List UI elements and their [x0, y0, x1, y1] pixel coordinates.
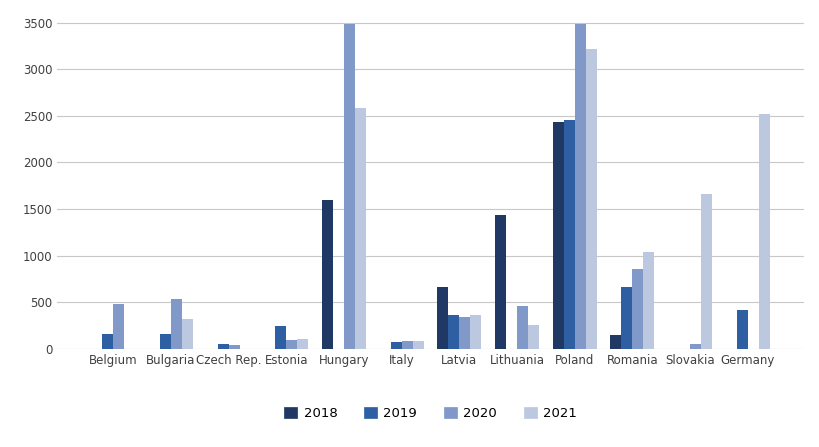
Bar: [736, 311, 747, 349]
Bar: [527, 325, 538, 349]
Bar: [182, 319, 192, 349]
Bar: [609, 335, 621, 349]
Bar: [437, 287, 448, 349]
Bar: [401, 341, 412, 349]
Bar: [690, 344, 700, 349]
Bar: [355, 109, 365, 349]
Bar: [297, 339, 308, 349]
Bar: [170, 299, 182, 349]
Legend: 2018, 2019, 2020, 2021: 2018, 2019, 2020, 2021: [278, 402, 581, 426]
Bar: [459, 317, 470, 349]
Bar: [563, 119, 574, 349]
Bar: [631, 269, 643, 349]
Bar: [322, 200, 333, 349]
Bar: [700, 194, 711, 349]
Bar: [470, 315, 481, 349]
Bar: [390, 342, 401, 349]
Bar: [495, 215, 505, 349]
Bar: [113, 304, 124, 349]
Bar: [585, 49, 596, 349]
Bar: [217, 344, 229, 349]
Bar: [343, 24, 355, 349]
Bar: [102, 334, 113, 349]
Bar: [229, 345, 239, 349]
Bar: [286, 340, 297, 349]
Bar: [448, 315, 459, 349]
Bar: [643, 252, 654, 349]
Bar: [517, 306, 527, 349]
Bar: [621, 287, 631, 349]
Bar: [160, 334, 170, 349]
Bar: [574, 24, 585, 349]
Bar: [412, 341, 423, 349]
Bar: [758, 114, 769, 349]
Bar: [552, 122, 563, 349]
Bar: [275, 326, 286, 349]
